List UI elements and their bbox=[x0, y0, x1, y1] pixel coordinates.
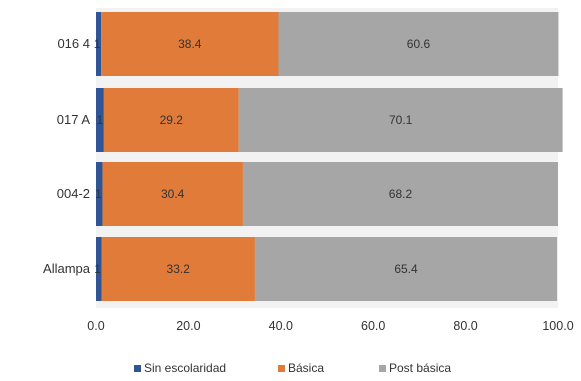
legend-label: Sin escolaridad bbox=[144, 361, 226, 375]
data-label: 68.2 bbox=[389, 187, 413, 201]
data-label: 65.4 bbox=[394, 262, 418, 276]
bar-017-a-series-2 bbox=[238, 88, 563, 152]
data-label: 29.2 bbox=[160, 113, 184, 127]
x-tick-label: 80.0 bbox=[453, 319, 477, 333]
x-tick-label: 0.0 bbox=[87, 319, 104, 333]
bar-017-a-series-0 bbox=[96, 88, 104, 152]
bar-016-4-series-1 bbox=[101, 12, 279, 76]
data-label: 70.1 bbox=[389, 113, 413, 127]
x-tick-label: 40.0 bbox=[269, 319, 293, 333]
bar-allampa-series-1 bbox=[101, 237, 255, 301]
bars-group: 1.138.460.61.729.270.11.430.468.21.233.2… bbox=[94, 12, 563, 301]
legend: Sin escolaridad Básica Post básica bbox=[134, 361, 451, 375]
bar-004-2-series-1 bbox=[102, 162, 243, 226]
bar-allampa-series-2 bbox=[254, 237, 558, 301]
legend-swatch bbox=[134, 365, 141, 372]
bar-016-4-series-0 bbox=[96, 12, 102, 76]
x-tick-label: 20.0 bbox=[176, 319, 200, 333]
x-axis-ticks: 0.0 20.0 40.0 60.0 80.0 100.0 bbox=[87, 319, 573, 333]
bar-016-4-series-2 bbox=[278, 12, 559, 76]
data-label: 30.4 bbox=[161, 187, 185, 201]
category-labels: 016 4 017 A 004-2 Allampa bbox=[43, 36, 91, 276]
x-tick-label: 100.0 bbox=[542, 319, 573, 333]
bar-allampa-series-0 bbox=[96, 237, 102, 301]
category-label: Allampa bbox=[43, 261, 91, 276]
legend-swatch bbox=[379, 365, 386, 372]
x-tick-label: 60.0 bbox=[361, 319, 385, 333]
data-label: 33.2 bbox=[167, 262, 191, 276]
category-label: 017 A bbox=[57, 112, 91, 127]
category-label: 004-2 bbox=[57, 186, 90, 201]
legend-label: Básica bbox=[288, 361, 324, 375]
data-label: 60.6 bbox=[407, 37, 431, 51]
bar-004-2-series-0 bbox=[96, 162, 103, 226]
bar-004-2-series-2 bbox=[242, 162, 558, 226]
bar-017-a-series-1 bbox=[103, 88, 239, 152]
category-label: 016 4 bbox=[57, 36, 90, 51]
data-label: 38.4 bbox=[178, 37, 202, 51]
legend-label: Post básica bbox=[389, 361, 451, 375]
legend-swatch bbox=[278, 365, 285, 372]
